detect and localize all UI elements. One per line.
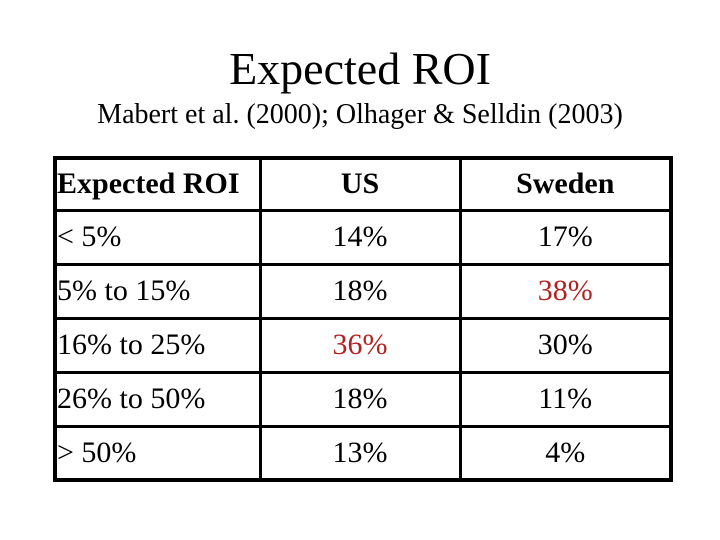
row-label-cell: < 5%	[53, 208, 262, 266]
us-value-cell: 18%	[258, 262, 462, 320]
table-row: 16% to 25% 36% 30%	[53, 316, 673, 374]
header-us: US	[258, 156, 462, 212]
title-block: Expected ROI Mabert et al. (2000); Olhag…	[0, 43, 720, 131]
table-row: < 5% 14% 17%	[53, 208, 673, 266]
header-sweden: Sweden	[458, 156, 673, 212]
us-value-cell: 14%	[258, 208, 462, 266]
sweden-value-cell: 11%	[458, 370, 673, 428]
row-label-cell: 26% to 50%	[53, 370, 262, 428]
slide-subtitle: Mabert et al. (2000); Olhager & Selldin …	[97, 98, 623, 130]
table-row: 5% to 15% 18% 38%	[53, 262, 673, 320]
sweden-value-cell: 17%	[458, 208, 673, 266]
sweden-value-cell: 38%	[458, 262, 673, 320]
row-label-cell: > 50%	[53, 424, 262, 482]
row-label-cell: 5% to 15%	[53, 262, 262, 320]
slide-title: Expected ROI	[229, 43, 491, 94]
us-value-cell: 18%	[258, 370, 462, 428]
expected-roi-table: Expected ROI US Sweden < 5% 14% 17% 5% t…	[53, 156, 673, 482]
sweden-value-cell: 4%	[458, 424, 673, 482]
sweden-value-cell: 30%	[458, 316, 673, 374]
table-row: > 50% 13% 4%	[53, 424, 673, 482]
header-expected-roi: Expected ROI	[53, 156, 262, 212]
table-header-row: Expected ROI US Sweden	[53, 156, 673, 212]
table-header-row-group: Expected ROI US Sweden	[53, 156, 673, 212]
table-row: 26% to 50% 18% 11%	[53, 370, 673, 428]
row-label-cell: 16% to 25%	[53, 316, 262, 374]
table-body: < 5% 14% 17% 5% to 15% 18% 38% 16% to 25…	[53, 208, 673, 482]
us-value-cell: 36%	[258, 316, 462, 374]
us-value-cell: 13%	[258, 424, 462, 482]
